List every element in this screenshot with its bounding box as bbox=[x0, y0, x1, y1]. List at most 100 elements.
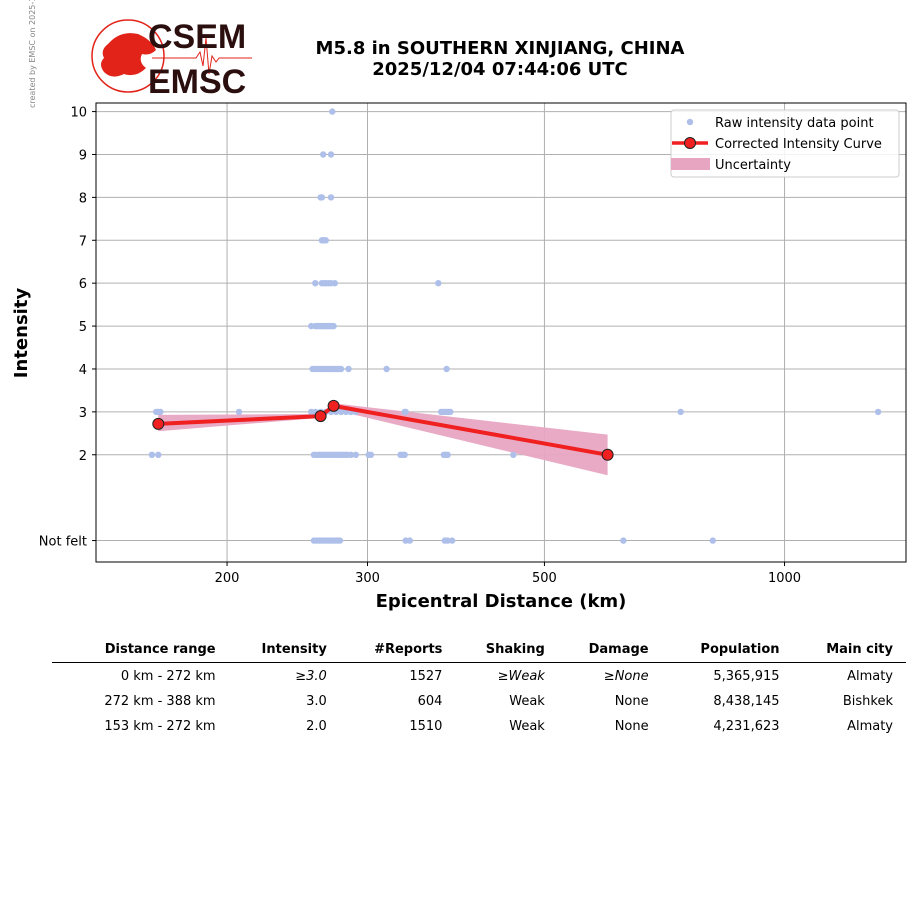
curve-marker bbox=[314, 410, 327, 423]
y-tick-label: 7 bbox=[79, 234, 87, 249]
raw-data-point bbox=[312, 280, 319, 287]
legend-raw-marker bbox=[686, 118, 694, 126]
legend-curve-marker bbox=[684, 137, 696, 149]
raw-data-point bbox=[327, 194, 335, 201]
raw-data-point bbox=[435, 280, 442, 287]
header-intensity: Intensity bbox=[228, 642, 340, 663]
y-tick-label: 3 bbox=[79, 406, 87, 421]
raw-data-point bbox=[336, 537, 344, 544]
legend-frame bbox=[670, 109, 900, 178]
cell-population: 5,365,915 bbox=[713, 668, 780, 684]
cell-shaking: Weak bbox=[509, 693, 545, 709]
curve-marker bbox=[327, 399, 340, 412]
raw-data-point bbox=[677, 408, 684, 416]
table-row: 0 km - 272 km ≥3.0 1527 ≥Weak ≥None 5,36… bbox=[52, 663, 906, 689]
raw-data-point bbox=[383, 365, 390, 373]
raw-data-point bbox=[345, 365, 352, 373]
raw-data-point bbox=[337, 365, 345, 373]
summary-table: Distance range Intensity #Reports Shakin… bbox=[52, 642, 906, 738]
cell-intensity: 3.0 bbox=[306, 693, 327, 709]
cell-city: Almaty bbox=[847, 668, 893, 684]
chart-title-line2: 2025/12/04 07:44:06 UTC bbox=[372, 59, 628, 80]
logo-seismogram-icon bbox=[152, 37, 252, 75]
raw-data-point bbox=[347, 451, 355, 458]
header-shaking: Shaking bbox=[455, 642, 558, 663]
y-axis-label: Intensity bbox=[11, 288, 32, 379]
table-row: 153 km - 272 km 2.0 1510 Weak None 4,231… bbox=[52, 713, 906, 738]
raw-data-point bbox=[709, 537, 716, 544]
y-tick-label: 10 bbox=[70, 106, 87, 121]
raw-data-point bbox=[155, 451, 162, 458]
x-tick-label: 500 bbox=[532, 571, 557, 586]
raw-data-point bbox=[330, 322, 337, 330]
intensity-chart: 200 300 500 1000 Not felt 2 3 4 5 6 7 8 9 10 Epicentr… bbox=[11, 102, 907, 612]
csem-emsc-logo: CSEM EMSC bbox=[91, 18, 252, 100]
header-reports: #Reports bbox=[339, 642, 456, 663]
cell-shaking: ≥Weak bbox=[497, 668, 545, 684]
cell-population: 8,438,145 bbox=[713, 693, 780, 709]
raw-data-point bbox=[318, 194, 326, 201]
raw-data-point bbox=[401, 451, 408, 458]
y-tick-label: 4 bbox=[79, 363, 87, 378]
raw-data-point bbox=[444, 451, 451, 458]
y-tick-label: 6 bbox=[79, 277, 87, 292]
raw-data-point bbox=[443, 365, 450, 373]
chart-title: M5.8 in SOUTHERN XINJIANG, CHINA 2025/12… bbox=[250, 38, 750, 80]
raw-data-point bbox=[327, 151, 335, 158]
header-distance-range: Distance range bbox=[52, 642, 229, 663]
raw-data-point bbox=[322, 237, 329, 244]
cell-damage: None bbox=[614, 718, 649, 734]
cell-reports: 604 bbox=[417, 693, 443, 709]
raw-data-point bbox=[874, 408, 882, 416]
x-axis-label: Epicentral Distance (km) bbox=[376, 591, 627, 612]
cell-damage: ≥None bbox=[603, 668, 649, 684]
header-damage: Damage bbox=[557, 642, 662, 663]
raw-data-point bbox=[406, 537, 413, 544]
y-tick-label: 8 bbox=[79, 191, 87, 206]
curve-group bbox=[152, 399, 614, 461]
raw-data-point bbox=[352, 451, 359, 458]
curve-marker bbox=[152, 417, 165, 430]
raw-data-point bbox=[157, 408, 164, 416]
x-tick-label: 1000 bbox=[768, 571, 801, 586]
header-main-city: Main city bbox=[792, 642, 906, 663]
logo-continents-icon bbox=[101, 33, 156, 77]
x-tick-label: 300 bbox=[355, 571, 380, 586]
legend: Raw intensity data point Corrected Inten… bbox=[670, 109, 900, 178]
raw-data-point bbox=[620, 537, 627, 544]
cell-shaking: Weak bbox=[509, 718, 545, 734]
legend-band-swatch bbox=[671, 158, 710, 170]
x-tick-label: 200 bbox=[215, 571, 240, 586]
raw-data-point bbox=[329, 108, 336, 115]
raw-data-point bbox=[320, 151, 327, 158]
cell-reports: 1510 bbox=[409, 718, 443, 734]
logo-csem-text: CSEM bbox=[148, 18, 246, 56]
raw-data-point bbox=[235, 408, 243, 416]
legend-curve-label: Corrected Intensity Curve bbox=[715, 137, 882, 152]
raw-data-point bbox=[448, 537, 456, 544]
raw-data-point bbox=[337, 408, 345, 416]
uncertainty-band bbox=[158, 403, 608, 476]
logo-emsc-text: EMSC bbox=[148, 63, 246, 100]
legend-raw-label: Raw intensity data point bbox=[715, 116, 874, 131]
header-population: Population bbox=[661, 642, 793, 663]
table-header-row: Distance range Intensity #Reports Shakin… bbox=[52, 642, 906, 663]
y-tick-label: 2 bbox=[79, 449, 87, 464]
tick-labels-group: 200 300 500 1000 Not felt 2 3 4 5 6 7 8 9 10 bbox=[39, 106, 801, 586]
cell-intensity: 2.0 bbox=[306, 718, 327, 734]
cell-city: Bishkek bbox=[842, 693, 893, 709]
raw-data-point bbox=[447, 408, 454, 416]
curve-marker bbox=[601, 448, 614, 461]
raw-data-point bbox=[510, 451, 517, 458]
raw-data-point bbox=[331, 280, 338, 287]
raw-data-point bbox=[367, 451, 375, 458]
plot-frame bbox=[95, 102, 907, 563]
raw-data-point bbox=[402, 408, 409, 416]
cell-reports: 1527 bbox=[409, 668, 443, 684]
cell-range: 153 km - 272 km bbox=[104, 718, 216, 734]
corrected-intensity-curve bbox=[158, 403, 608, 457]
cell-damage: None bbox=[614, 693, 649, 709]
cell-city: Almaty bbox=[847, 718, 893, 734]
cell-range: 0 km - 272 km bbox=[120, 668, 216, 684]
chart-title-line1: M5.8 in SOUTHERN XINJIANG, CHINA bbox=[315, 38, 685, 59]
